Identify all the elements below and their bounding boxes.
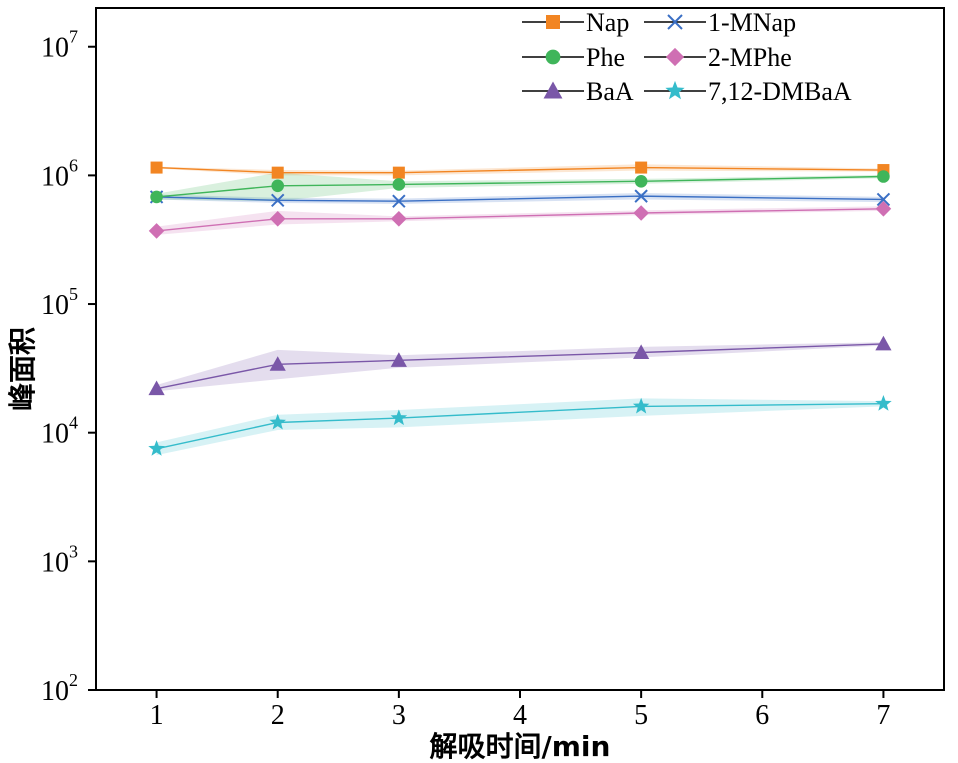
plot-frame [95, 7, 945, 691]
point-BaA [269, 356, 286, 371]
legend-label: Phe [586, 43, 625, 72]
point-Nap [271, 166, 284, 179]
y-tick-label: 102 [41, 670, 78, 707]
point-7,12-DMBaA [390, 409, 408, 426]
x-tick-label: 4 [513, 700, 527, 731]
point-Nap [150, 161, 163, 174]
y-tick-base: 10 [41, 547, 69, 578]
x-tick-label: 6 [755, 700, 769, 731]
confidence-bands [156, 164, 884, 456]
point-Phe [877, 170, 890, 183]
legend-marker [543, 81, 563, 99]
point-BaA [148, 380, 165, 396]
series-markers [148, 161, 892, 456]
point-BaA [875, 335, 892, 351]
y-tick-label: 103 [41, 541, 78, 578]
point-1-MNap [392, 194, 406, 208]
point-7,12-DMBaA [632, 397, 650, 414]
y-tick-label: 105 [41, 284, 78, 321]
x-axis-label: 解吸时间/min [430, 730, 611, 763]
legend-marker [545, 49, 561, 65]
legend-marker [546, 15, 560, 29]
y-tick-base: 10 [41, 290, 69, 321]
point-Nap [635, 161, 648, 174]
y-tick-exponent: 3 [69, 541, 78, 561]
band-2-MPhe [156, 206, 884, 235]
legend-label: 1-MNap [708, 8, 796, 37]
point-7,12-DMBaA [269, 413, 286, 430]
legend-label: BaA [586, 77, 634, 106]
legend-item-1-MNap: 1-MNap [644, 8, 796, 37]
x-tick-label: 7 [876, 700, 890, 731]
point-BaA [390, 352, 407, 367]
point-BaA [633, 344, 650, 359]
x-axis: 1 2 3 4 5 6 7 [150, 690, 890, 731]
legend-item-BaA: BaA [522, 77, 634, 106]
x-tick-label: 3 [392, 700, 406, 731]
point-Phe [634, 174, 648, 188]
x-tick-label: 5 [634, 700, 648, 731]
y-tick-base: 10 [41, 419, 69, 450]
legend-label: 2-MPhe [708, 43, 792, 72]
point-1-MNap [876, 192, 891, 207]
legend-item-7,12-DMBaA: 7,12-DMBaA [644, 77, 852, 106]
y-tick-base: 10 [41, 676, 69, 707]
point-2-MPhe [269, 210, 286, 227]
legend-label: 7,12-DMBaA [708, 77, 852, 106]
point-1-MNap [634, 189, 648, 203]
y-axis-label: 峰面积 [6, 327, 39, 411]
point-2-MPhe [148, 223, 165, 239]
point-Nap [392, 166, 405, 179]
band-BaA [156, 342, 884, 392]
y-tick-exponent: 6 [69, 155, 78, 175]
legend-marker [667, 14, 683, 30]
y-tick-base: 10 [41, 161, 69, 192]
legend-item-2-MPhe: 2-MPhe [644, 43, 792, 72]
point-2-MPhe [875, 200, 892, 217]
y-tick-label: 107 [41, 27, 78, 64]
legend-label: Nap [586, 8, 629, 37]
x-tick-label: 1 [150, 700, 164, 731]
point-2-MPhe [633, 205, 649, 221]
y-tick-base: 10 [41, 33, 69, 64]
point-2-MPhe [391, 210, 407, 227]
band-7,12-DMBaA [156, 398, 884, 456]
legend-item-Phe: Phe [522, 43, 625, 72]
legend-item-Nap: Nap [522, 8, 629, 37]
y-tick-exponent: 2 [69, 670, 78, 690]
point-7,12-DMBaA [148, 440, 165, 456]
point-1-MNap [271, 193, 285, 208]
x-tick-label: 2 [271, 700, 285, 731]
y-tick-exponent: 5 [69, 284, 78, 304]
y-tick-label: 104 [41, 413, 78, 450]
point-Phe [150, 190, 163, 204]
legend-marker [665, 80, 685, 100]
legend-marker [665, 47, 685, 67]
point-Phe [392, 178, 406, 191]
point-7,12-DMBaA [875, 395, 892, 411]
y-tick-exponent: 4 [69, 413, 78, 433]
y-tick-label: 106 [41, 155, 78, 192]
point-Phe [271, 179, 285, 193]
y-tick-exponent: 7 [69, 27, 78, 47]
legend: Nap 1-MNap Phe 2-MPhe BaA 7,12-DMBaA [522, 8, 852, 106]
